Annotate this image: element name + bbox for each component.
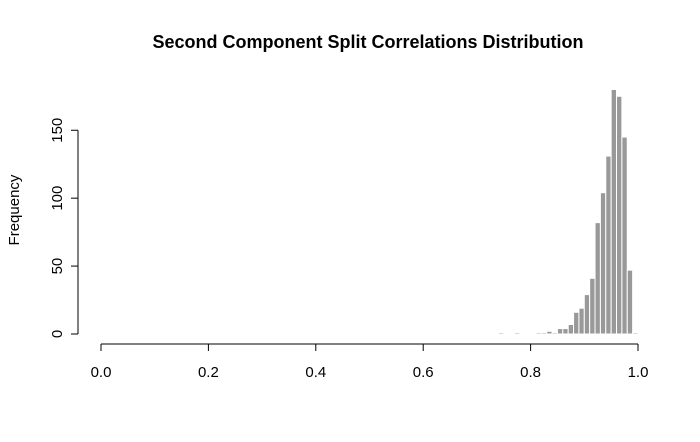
y-axis-title: Frequency xyxy=(6,174,23,245)
y-tick-label: 50 xyxy=(49,258,66,275)
histogram-bar xyxy=(583,294,591,335)
histogram-bar xyxy=(616,95,623,335)
histogram-bar xyxy=(632,332,639,335)
histogram-bar xyxy=(599,192,607,335)
histogram-bar xyxy=(594,222,601,335)
histogram-bar xyxy=(535,332,542,335)
histogram-bar xyxy=(551,332,558,335)
histogram-bar xyxy=(562,328,569,335)
histogram-bar xyxy=(626,269,634,335)
histogram-bar xyxy=(573,311,580,335)
histogram-bar xyxy=(497,332,505,335)
y-tick-label: 0 xyxy=(49,330,66,338)
x-tick-label: 0.4 xyxy=(305,364,326,381)
histogram-bar xyxy=(556,328,564,335)
histogram-bar xyxy=(605,155,612,335)
histogram-bar xyxy=(621,136,628,335)
histogram-bar xyxy=(540,332,548,335)
histogram-bar xyxy=(567,323,575,335)
y-tick-label: 150 xyxy=(49,118,66,143)
histogram-bar xyxy=(546,330,553,335)
histogram-bar xyxy=(589,277,596,335)
x-tick-label: 1.0 xyxy=(628,364,649,381)
x-tick-label: 0.0 xyxy=(91,364,112,381)
x-tick-label: 0.8 xyxy=(520,364,541,381)
chart-title: Second Component Split Correlations Dist… xyxy=(152,32,583,52)
x-tick-label: 0.2 xyxy=(198,364,219,381)
histogram-bars xyxy=(497,89,639,335)
x-tick-label: 0.6 xyxy=(413,364,434,381)
histogram-bar xyxy=(513,332,521,335)
y-tick-label: 100 xyxy=(49,186,66,211)
y-axis: 0 50 100 150 xyxy=(49,118,79,338)
x-axis: 0.0 0.2 0.4 0.6 0.8 1.0 xyxy=(91,343,649,381)
histogram-bar xyxy=(610,89,618,335)
histogram-bar xyxy=(578,307,585,335)
